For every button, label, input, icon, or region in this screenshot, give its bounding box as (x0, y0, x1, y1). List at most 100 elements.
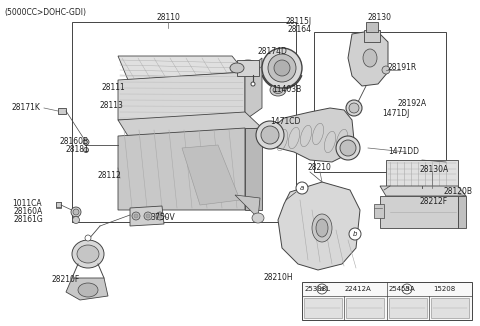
Circle shape (346, 100, 362, 116)
Text: 28160A: 28160A (14, 208, 43, 216)
Ellipse shape (316, 219, 328, 237)
Text: 28212F: 28212F (420, 198, 448, 206)
Circle shape (84, 147, 88, 153)
Text: (5000CC>DOHC-GDI): (5000CC>DOHC-GDI) (4, 8, 86, 17)
Circle shape (349, 228, 361, 240)
Text: 28113: 28113 (100, 101, 124, 111)
Ellipse shape (270, 84, 286, 96)
Text: 28111: 28111 (102, 83, 126, 93)
Text: b: b (353, 231, 357, 237)
Bar (237, 60, 259, 76)
Bar (364, 30, 380, 42)
Circle shape (268, 54, 296, 82)
Text: 28120B: 28120B (444, 187, 473, 197)
Text: 28191R: 28191R (388, 64, 417, 72)
Text: 28174D: 28174D (258, 48, 288, 56)
Polygon shape (245, 128, 262, 210)
Text: 28171K: 28171K (12, 103, 41, 112)
Text: a: a (320, 286, 324, 292)
Polygon shape (118, 72, 245, 120)
Circle shape (349, 103, 359, 113)
Text: 28210H: 28210H (264, 274, 294, 283)
Text: 28210: 28210 (308, 164, 332, 172)
Bar (56, 202, 61, 207)
Bar (314, 32, 446, 172)
Polygon shape (278, 182, 360, 270)
Text: a: a (300, 185, 304, 191)
Text: 28110: 28110 (156, 13, 180, 22)
Circle shape (262, 48, 302, 88)
Circle shape (144, 212, 152, 220)
Circle shape (73, 209, 79, 215)
Circle shape (134, 214, 138, 218)
Text: 25388L: 25388L (305, 286, 331, 292)
Polygon shape (118, 128, 245, 210)
Polygon shape (66, 278, 108, 300)
Polygon shape (118, 112, 262, 136)
Polygon shape (245, 58, 262, 120)
Text: 1011CA: 1011CA (12, 200, 42, 209)
Text: b: b (405, 286, 409, 292)
Bar (374, 204, 384, 218)
Circle shape (83, 139, 89, 145)
Text: 28115J: 28115J (286, 18, 312, 26)
Polygon shape (380, 196, 458, 228)
Text: 28192A: 28192A (398, 99, 427, 109)
Polygon shape (380, 186, 466, 196)
Text: 22412A: 22412A (345, 286, 372, 292)
Ellipse shape (78, 283, 98, 297)
Text: 1471CD: 1471CD (270, 117, 300, 126)
Ellipse shape (382, 66, 390, 74)
Polygon shape (130, 206, 164, 226)
Ellipse shape (230, 63, 244, 73)
Ellipse shape (72, 240, 104, 268)
Circle shape (156, 212, 164, 220)
Text: 25453A: 25453A (389, 286, 415, 292)
Bar (58, 108, 66, 114)
Bar (270, 60, 294, 66)
Ellipse shape (363, 49, 377, 67)
Ellipse shape (312, 214, 332, 242)
Ellipse shape (252, 213, 264, 223)
Text: 28181: 28181 (65, 145, 89, 155)
Circle shape (251, 82, 255, 86)
Circle shape (72, 216, 80, 224)
Polygon shape (182, 145, 240, 205)
Text: 1471DJ: 1471DJ (382, 110, 409, 118)
Polygon shape (458, 196, 466, 228)
Text: 28112: 28112 (98, 170, 122, 180)
Bar (302, 282, 472, 320)
Bar (72, 22, 296, 222)
Text: 28130: 28130 (368, 13, 392, 22)
Bar (366, 22, 378, 32)
Bar (389, 298, 427, 318)
Circle shape (85, 235, 91, 241)
Circle shape (274, 60, 290, 76)
Text: 28130A: 28130A (420, 166, 449, 174)
Bar (346, 298, 384, 318)
Circle shape (71, 207, 81, 217)
Ellipse shape (273, 86, 283, 94)
Circle shape (132, 212, 140, 220)
Text: 1471DD: 1471DD (388, 147, 419, 156)
Circle shape (256, 121, 284, 149)
Bar (431, 298, 469, 318)
Text: 28160B: 28160B (60, 138, 89, 146)
Circle shape (336, 136, 360, 160)
Polygon shape (118, 56, 245, 80)
Text: 11403B: 11403B (272, 85, 301, 95)
Circle shape (340, 140, 356, 156)
Ellipse shape (77, 245, 99, 263)
Circle shape (158, 214, 162, 218)
Circle shape (261, 126, 279, 144)
Circle shape (296, 182, 308, 194)
Text: 28210F: 28210F (52, 275, 80, 285)
Bar (56, 202, 61, 208)
Ellipse shape (237, 60, 259, 76)
Text: 28161G: 28161G (14, 215, 44, 225)
Text: 3750V: 3750V (150, 214, 175, 223)
Circle shape (402, 284, 412, 294)
Bar (304, 298, 342, 318)
Polygon shape (268, 108, 354, 162)
Ellipse shape (241, 63, 255, 73)
